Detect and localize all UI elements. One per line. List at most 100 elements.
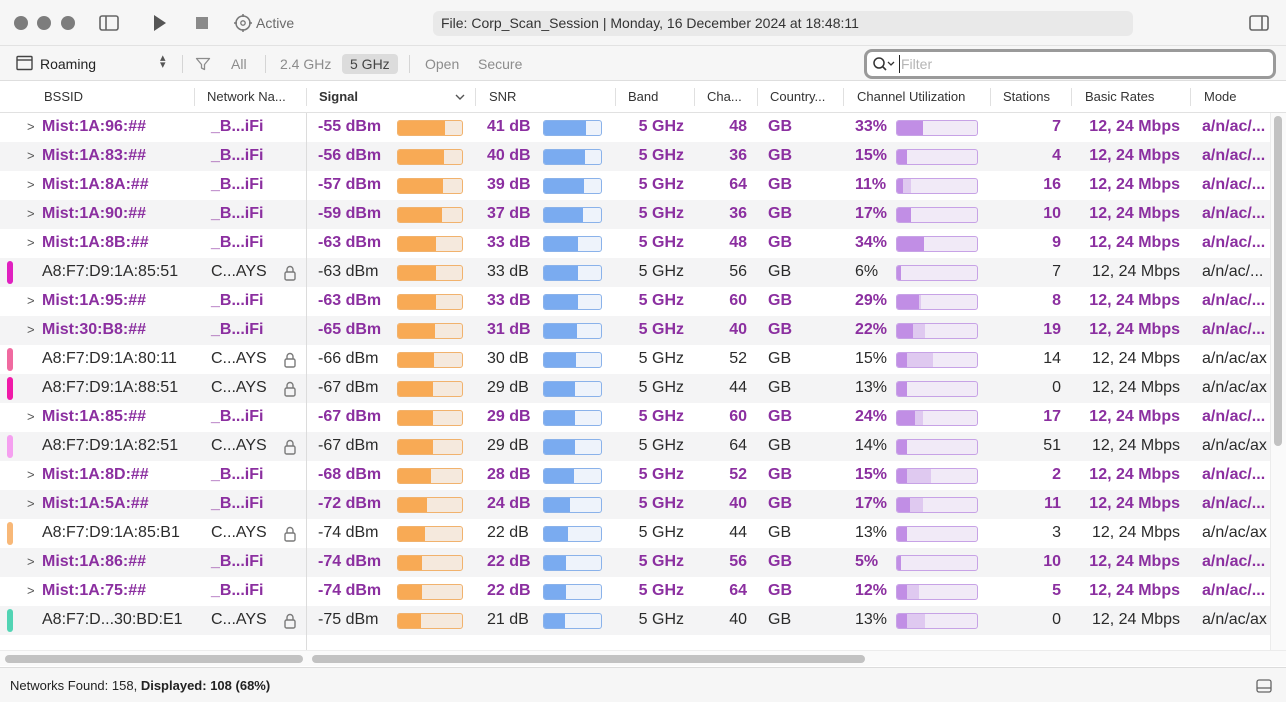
disclosure-chevron-icon[interactable]: >	[27, 177, 35, 192]
disclosure-chevron-icon[interactable]: >	[27, 409, 35, 424]
band-filter-2-4ghz[interactable]: 2.4 GHz	[280, 56, 332, 72]
column-header-channel-utilization[interactable]: Channel Utilization	[857, 89, 966, 104]
disclosure-chevron-icon[interactable]: >	[27, 293, 35, 308]
inspector-toggle-icon[interactable]	[1248, 12, 1270, 34]
mode-cell: a/n/ac/...	[1202, 495, 1266, 512]
utilization-bar	[896, 149, 978, 165]
band-filter-all[interactable]: All	[231, 56, 247, 72]
basic-rates-cell: 12, 24 Mbps	[1089, 321, 1180, 338]
sidebar-toggle-icon[interactable]	[98, 12, 120, 34]
utilization-bar	[896, 468, 978, 484]
security-filter-open[interactable]: Open	[425, 56, 460, 72]
disclosure-chevron-icon[interactable]: >	[27, 496, 35, 511]
column-header-network[interactable]: Network Na...	[207, 89, 286, 104]
table-row[interactable]: A8:F7:D9:1A:85:51 C...AYS -63 dBm 33 dB …	[0, 258, 1270, 287]
network-name-cell: C...AYS	[211, 350, 267, 367]
minimize-window-button[interactable]	[37, 16, 51, 30]
table-row[interactable]: > Mist:1A:75:## _B...iFi -74 dBm 22 dB 5…	[0, 577, 1270, 606]
table-row[interactable]: > Mist:30:B8:## _B...iFi -65 dBm 31 dB 5…	[0, 316, 1270, 345]
network-name-cell: _B...iFi	[211, 147, 264, 164]
table-row[interactable]: > Mist:1A:86:## _B...iFi -74 dBm 22 dB 5…	[0, 548, 1270, 577]
disclosure-chevron-icon[interactable]: >	[27, 583, 35, 598]
mode-cell: a/n/ac/...	[1202, 553, 1266, 570]
column-header-snr[interactable]: SNR	[489, 89, 517, 104]
filter-search-box[interactable]	[864, 49, 1276, 79]
disclosure-chevron-icon[interactable]: >	[27, 206, 35, 221]
stop-icon[interactable]	[191, 12, 213, 34]
table-row[interactable]: > Mist:1A:8B:## _B...iFi -63 dBm 33 dB 5…	[0, 229, 1270, 258]
table-row[interactable]: A8:F7:D9:1A:88:51 C...AYS -67 dBm 29 dB …	[0, 374, 1270, 403]
column-header-band[interactable]: Band	[628, 89, 659, 104]
column-header-basic-rates[interactable]: Basic Rates	[1085, 89, 1155, 104]
stations-cell: 7	[1052, 118, 1061, 135]
country-cell: GB	[768, 205, 792, 222]
table-row[interactable]: A8:F7:D9:1A:82:51 C...AYS -67 dBm 29 dB …	[0, 432, 1270, 461]
mode-select[interactable]: Roaming	[40, 56, 97, 72]
mode-cell: a/n/ac/...	[1202, 408, 1266, 425]
table-row[interactable]: > Mist:1A:83:## _B...iFi -56 dBm 40 dB 5…	[0, 142, 1270, 171]
basic-rates-cell: 12, 24 Mbps	[1091, 437, 1180, 454]
snr-cell: 28 dB	[487, 466, 531, 483]
snr-bar	[543, 236, 602, 252]
table-row[interactable]: > Mist:1A:95:## _B...iFi -63 dBm 33 dB 5…	[0, 287, 1270, 316]
table-row[interactable]: > Mist:1A:8A:## _B...iFi -57 dBm 39 dB 5…	[0, 171, 1270, 200]
chevron-updown-icon[interactable]: ▴ ▾	[160, 52, 166, 71]
sort-descending-icon[interactable]	[455, 93, 465, 101]
channel-cell: 44	[729, 379, 747, 396]
stations-cell: 9	[1052, 234, 1061, 251]
snr-bar	[543, 120, 602, 136]
basic-rates-cell: 12, 24 Mbps	[1089, 466, 1180, 483]
search-icon[interactable]	[872, 56, 896, 73]
table-row[interactable]: > Mist:1A:90:## _B...iFi -59 dBm 37 dB 5…	[0, 200, 1270, 229]
left-pane-scroll-thumb[interactable]	[5, 655, 303, 663]
vertical-scrollbar[interactable]	[1270, 113, 1286, 653]
table-row[interactable]: A8:F7:D9:1A:80:11 C...AYS -66 dBm 30 dB …	[0, 345, 1270, 374]
right-pane-scroll-thumb[interactable]	[312, 655, 865, 663]
signal-bar	[397, 323, 463, 339]
band-cell: 5 GHz	[638, 495, 684, 512]
utilization-cell: 34%	[855, 234, 888, 251]
column-header-mode[interactable]: Mode	[1204, 89, 1237, 104]
text-caret	[899, 55, 900, 73]
column-header-stations[interactable]: Stations	[1003, 89, 1050, 104]
disclosure-chevron-icon[interactable]: >	[27, 119, 35, 134]
band-filter-5ghz[interactable]: 5 GHz	[342, 54, 398, 74]
signal-bar	[397, 178, 463, 194]
security-filter-secure[interactable]: Secure	[478, 56, 523, 72]
channel-cell: 56	[729, 263, 747, 280]
table-row[interactable]: A8:F7:D9:1A:85:B1 C...AYS -74 dBm 22 dB …	[0, 519, 1270, 548]
disclosure-chevron-icon[interactable]: >	[27, 322, 35, 337]
column-header-country[interactable]: Country...	[770, 89, 826, 104]
utilization-bar	[896, 526, 978, 542]
column-header-channel[interactable]: Cha...	[707, 89, 742, 104]
table-header: BSSID Network Na... Signal SNR Band Cha.…	[0, 81, 1286, 113]
filter-bar: Roaming ▴ ▾ All 2.4 GHz 5 GHz Open Secure	[0, 46, 1286, 81]
vertical-scroll-thumb[interactable]	[1274, 116, 1282, 446]
utilization-cell: 11%	[855, 176, 887, 193]
bssid-cell: Mist:30:B8:##	[42, 321, 147, 338]
filter-input[interactable]	[901, 55, 1261, 73]
horizontal-scrollbar[interactable]	[0, 650, 1286, 666]
disclosure-chevron-icon[interactable]: >	[27, 554, 35, 569]
table-row[interactable]: > Mist:1A:8D:## _B...iFi -68 dBm 28 dB 5…	[0, 461, 1270, 490]
disclosure-chevron-icon[interactable]: >	[27, 148, 35, 163]
signal-bar	[397, 439, 463, 455]
mode-cell: a/n/ac/...	[1202, 582, 1266, 599]
country-cell: GB	[768, 553, 792, 570]
zoom-window-button[interactable]	[61, 16, 75, 30]
panel-toggle-icon[interactable]	[1256, 679, 1272, 693]
play-icon[interactable]	[148, 12, 170, 34]
signal-bar	[397, 120, 463, 136]
table-row[interactable]: > Mist:1A:5A:## _B...iFi -72 dBm 24 dB 5…	[0, 490, 1270, 519]
mode-cell: a/n/ac/...	[1202, 118, 1266, 135]
column-header-bssid[interactable]: BSSID	[44, 89, 84, 104]
table-row[interactable]: > Mist:1A:96:## _B...iFi -55 dBm 41 dB 5…	[0, 113, 1270, 142]
snr-cell: 37 dB	[487, 205, 531, 222]
disclosure-chevron-icon[interactable]: >	[27, 467, 35, 482]
table-row[interactable]: > Mist:1A:85:## _B...iFi -67 dBm 29 dB 5…	[0, 403, 1270, 432]
filter-funnel-icon[interactable]	[195, 56, 211, 72]
column-header-signal[interactable]: Signal	[319, 89, 359, 104]
close-window-button[interactable]	[14, 16, 28, 30]
table-row[interactable]: A8:F7:D...30:BD:E1 C...AYS -75 dBm 21 dB…	[0, 606, 1270, 635]
disclosure-chevron-icon[interactable]: >	[27, 235, 35, 250]
